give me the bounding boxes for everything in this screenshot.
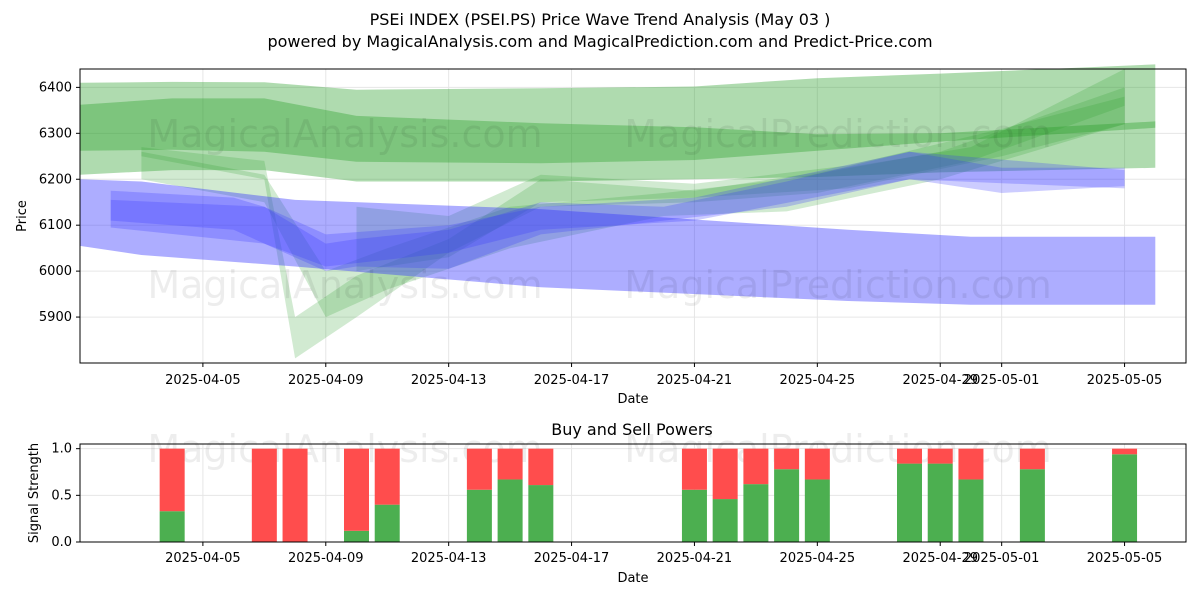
wave-bands (80, 64, 1156, 359)
price-grid (80, 69, 1186, 363)
buy-bar (528, 485, 554, 542)
price-x-ticks: 2025-04-05 2025-04-09 2025-04-13 2025-04-17… (165, 363, 1162, 388)
price-x-tick-label: 2025-04-29 (902, 373, 978, 388)
wave-band-green (141, 69, 1125, 359)
price-y-tick-label: 6200 (39, 172, 72, 187)
price-x-tick-label: 2025-04-25 (780, 373, 856, 388)
buy-bar (1112, 454, 1138, 542)
buy-bar (344, 530, 369, 542)
signal-bars (159, 448, 1138, 542)
buy-bar (712, 499, 738, 542)
price-y-axis-label: Price (15, 200, 30, 232)
wave-band-green (80, 98, 1156, 164)
price-x-tick-label: 2025-04-05 (165, 373, 241, 388)
wave-band-blue (80, 179, 1156, 305)
sell-bar (528, 448, 554, 486)
watermark-text: MagicalPrediction.com (624, 112, 1052, 156)
buy-bar (374, 504, 400, 542)
sell-bar (804, 448, 830, 480)
buy-bar (466, 489, 492, 542)
price-x-tick-label: 2025-04-13 (411, 373, 487, 388)
sell-bar (774, 448, 800, 470)
buy-bar (159, 511, 185, 542)
price-x-tick-label: 2025-04-21 (657, 373, 733, 388)
price-x-tick-label: 2025-04-09 (288, 373, 364, 388)
wave-band-green (80, 64, 1156, 182)
price-y-ticks: 5900 6000 6100 6200 6300 6400 (39, 80, 80, 325)
signal-x-tick-label: 2025-04-17 (534, 551, 610, 566)
price-panel: MagicalAnalysis.com MagicalPrediction.com… (15, 64, 1187, 407)
buy-bar (1019, 469, 1045, 542)
sell-bar (1019, 448, 1045, 470)
buy-bar (897, 463, 922, 542)
signal-plot-frame (79, 443, 1187, 543)
sell-bar (712, 448, 738, 500)
signal-panel-title: Buy and Sell Powers (551, 420, 713, 439)
signal-panel: Buy and Sell Powers MagicalAnalysis.comM… (27, 420, 1187, 586)
signal-x-tick-label: 2025-04-05 (165, 551, 241, 566)
signal-y-axis-label: Signal Strength (27, 443, 42, 543)
sell-bar (681, 448, 707, 490)
watermark-layer: MagicalAnalysis.com MagicalPrediction.com… (147, 112, 1051, 307)
sell-bar (1112, 448, 1138, 455)
signal-x-tick-label: 2025-04-29 (902, 551, 978, 566)
price-x-tick-label: 2025-04-17 (534, 373, 610, 388)
chart-title: PSEi INDEX (PSEI.PS) Price Wave Trend An… (370, 10, 831, 29)
buy-bar (497, 479, 523, 542)
signal-x-tick-label: 2025-04-25 (780, 551, 856, 566)
buy-bar (681, 489, 707, 542)
watermark-text: MagicalAnalysis.com (147, 112, 542, 156)
sell-bar (374, 448, 400, 505)
price-y-tick-label: 6000 (39, 264, 72, 279)
price-plot-frame (79, 68, 1187, 364)
sell-bar (743, 448, 769, 485)
signal-y-tick-label: 0.5 (51, 488, 72, 503)
watermark-text: MagicalAnalysis.com (147, 263, 542, 307)
signal-x-tick-label: 2025-04-09 (288, 551, 364, 566)
wave-band-blue (110, 151, 1125, 272)
sell-bar (282, 448, 308, 542)
sell-bar (927, 448, 953, 464)
signal-x-tick-label: 2025-04-21 (657, 551, 733, 566)
signal-y-ticks: 0.0 0.5 1.0 (51, 442, 80, 550)
price-x-tick-label: 2025-05-01 (964, 373, 1040, 388)
buy-bar (804, 479, 830, 542)
price-y-tick-label: 6100 (39, 218, 72, 233)
wave-band-green (356, 96, 1125, 272)
buy-bar (743, 484, 769, 542)
signal-x-tick-label: 2025-04-13 (411, 551, 487, 566)
price-y-tick-label: 5900 (39, 310, 72, 325)
sell-bar (497, 448, 523, 480)
signal-y-tick-label: 0.0 (51, 535, 72, 550)
price-y-tick-label: 6400 (39, 80, 72, 95)
price-x-axis-label: Date (617, 392, 648, 407)
buy-bar (927, 463, 953, 542)
signal-y-tick-label: 1.0 (51, 442, 72, 457)
sell-bar (897, 448, 922, 464)
signal-x-axis-label: Date (617, 571, 648, 586)
signal-x-tick-label: 2025-05-05 (1087, 551, 1163, 566)
chart-subtitle: powered by MagicalAnalysis.com and Magic… (267, 32, 932, 51)
price-y-tick-label: 6300 (39, 126, 72, 141)
wave-band-green (141, 87, 1125, 318)
sell-bar (344, 448, 369, 531)
signal-x-tick-label: 2025-05-01 (964, 551, 1040, 566)
buy-bar (958, 479, 984, 542)
price-x-tick-label: 2025-05-05 (1087, 373, 1163, 388)
signal-x-ticks: 2025-04-05 2025-04-09 2025-04-13 2025-04-17… (165, 542, 1162, 566)
sell-bar (466, 448, 492, 490)
sell-bar (958, 448, 984, 480)
wave-band-blue (110, 151, 1125, 267)
watermark-text: MagicalPrediction.com (624, 263, 1052, 307)
buy-bar (774, 469, 800, 542)
sell-bar (251, 448, 277, 542)
sell-bar (159, 448, 185, 512)
